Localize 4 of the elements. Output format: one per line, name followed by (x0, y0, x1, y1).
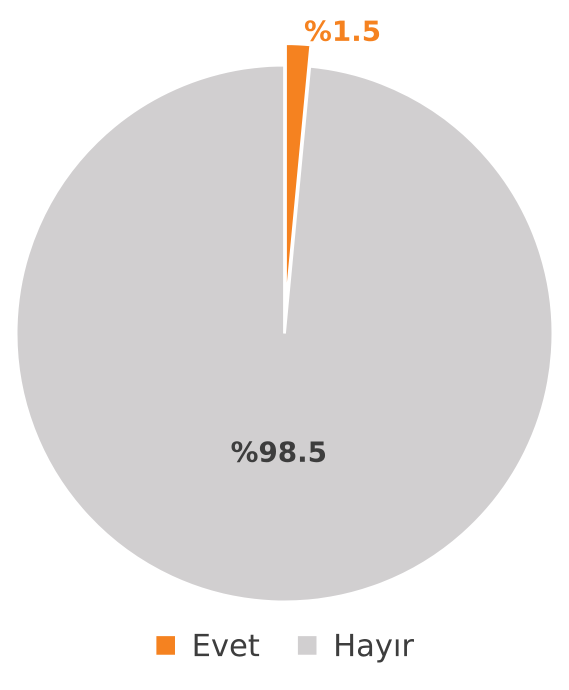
legend-label: Hayır (336, 634, 414, 662)
data-label: %1.5 (304, 20, 380, 42)
legend-label: Evet (194, 634, 260, 657)
data-label: %98.5 (232, 441, 326, 462)
